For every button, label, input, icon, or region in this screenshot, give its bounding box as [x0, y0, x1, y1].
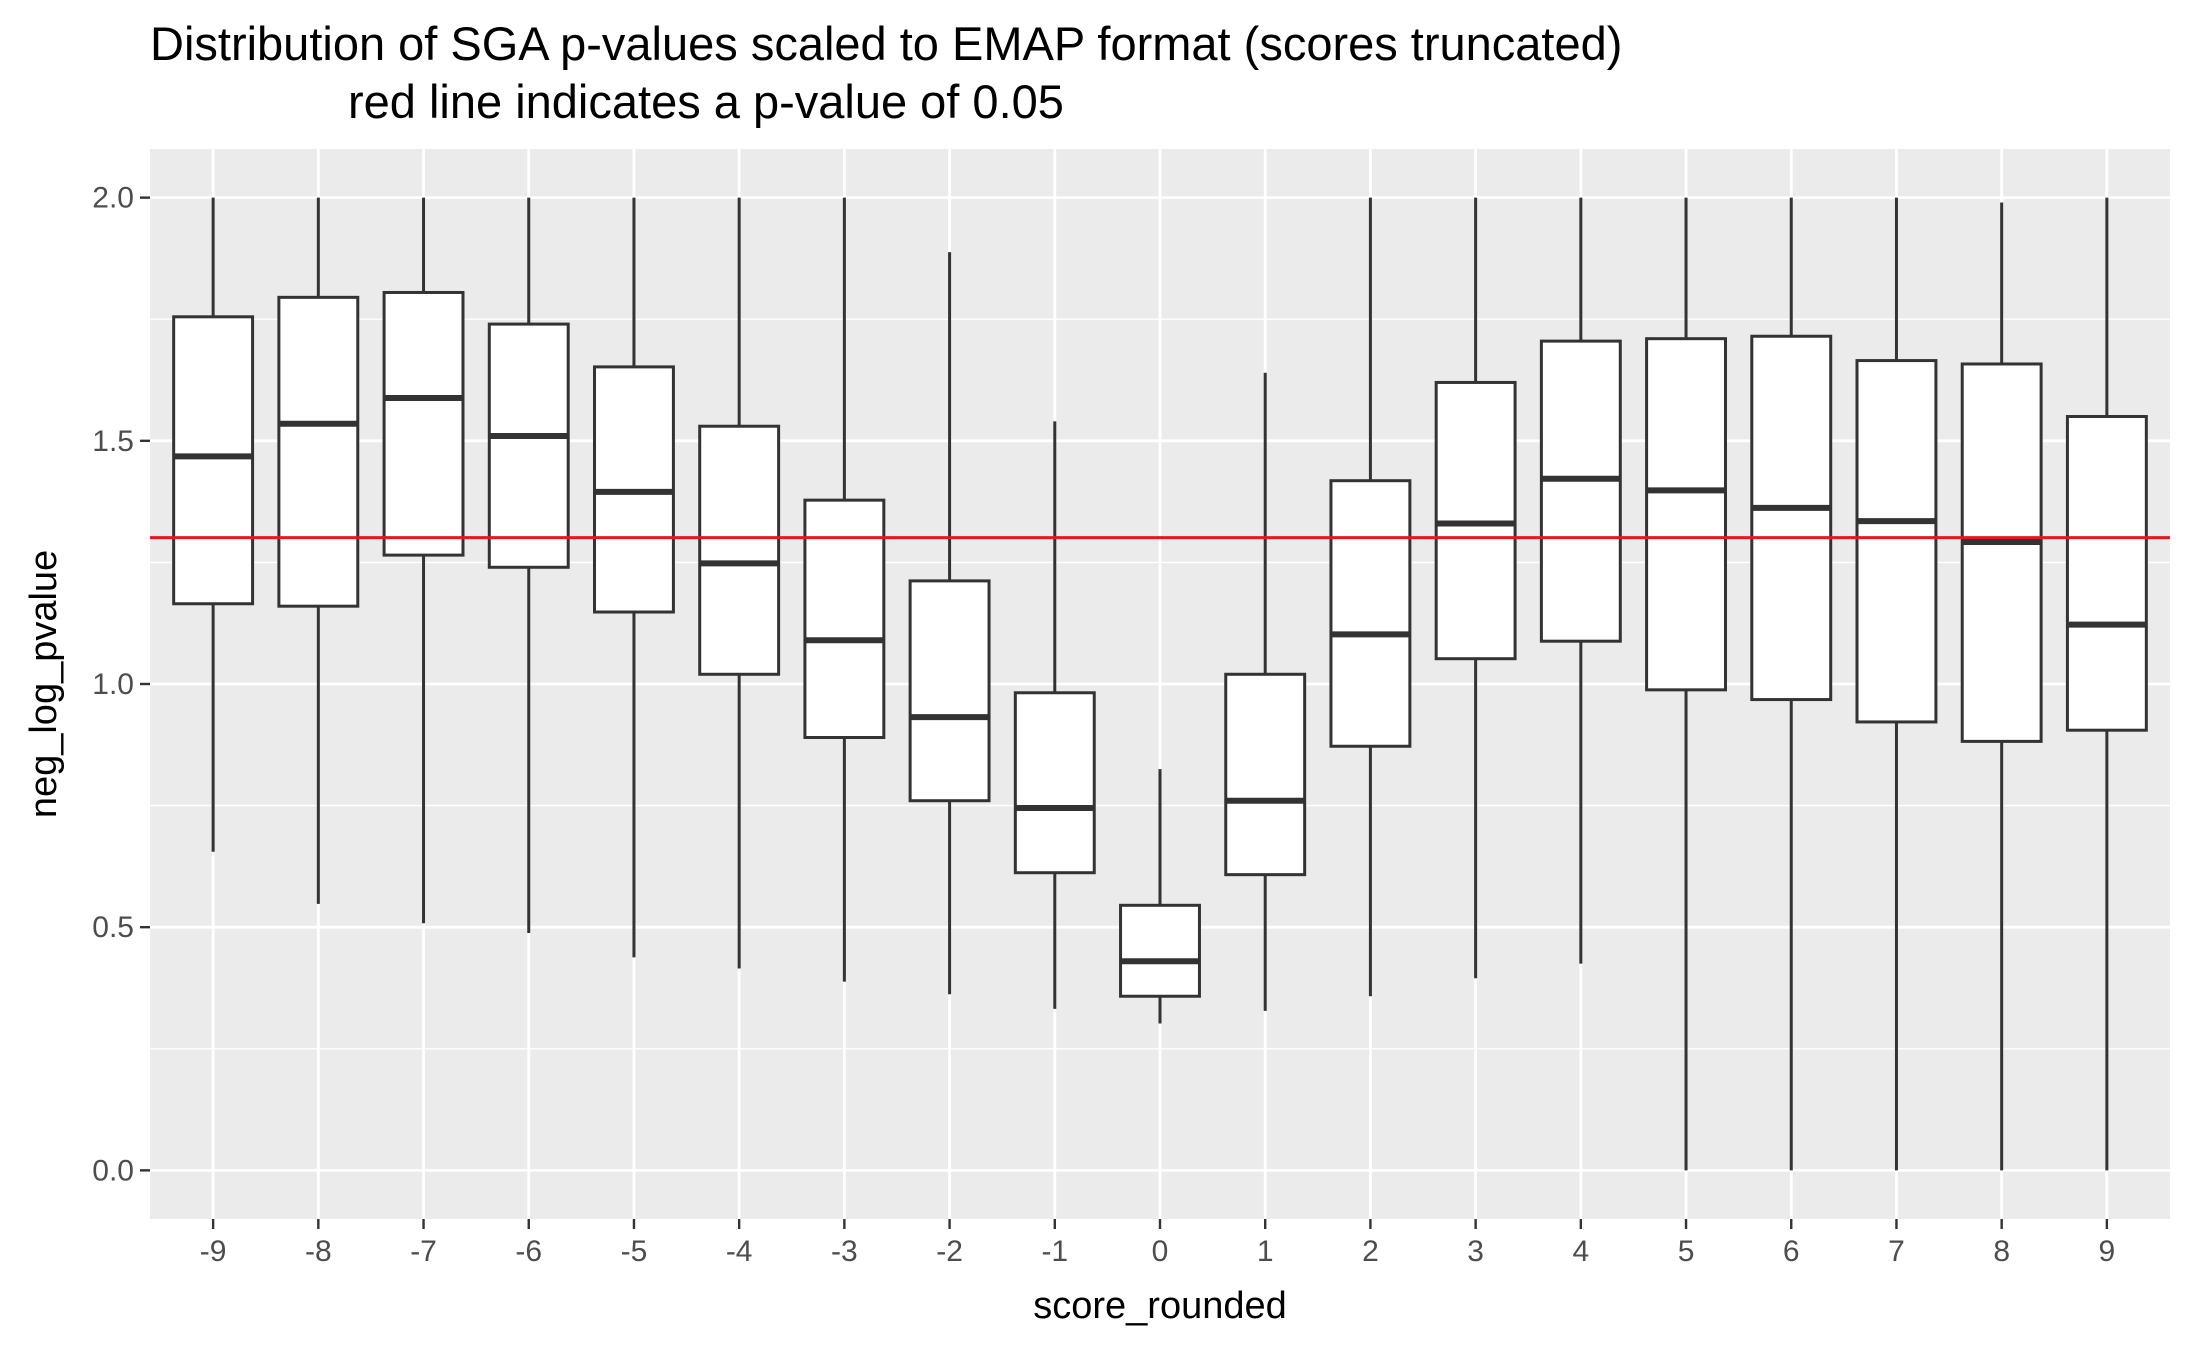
box-8 — [1960, 202, 2043, 1171]
box-0 — [1119, 769, 1201, 1024]
x-axis-title: score_rounded — [1033, 1285, 1287, 1327]
box-3 — [1434, 197, 1517, 979]
box-iqr — [698, 424, 781, 676]
box-iqr — [1224, 672, 1307, 877]
y-tick-label: 1.0 — [92, 668, 134, 701]
box--6 — [487, 197, 570, 934]
x-tick-label: -7 — [410, 1235, 437, 1268]
box--5 — [593, 197, 675, 958]
x-tick-label: 8 — [1993, 1235, 2010, 1268]
x-tick-label: -3 — [831, 1235, 858, 1268]
x-tick-label: 4 — [1572, 1235, 1589, 1268]
x-tick-label: 3 — [1467, 1235, 1484, 1268]
box-9 — [2065, 197, 2148, 1171]
x-tick-label: 9 — [2099, 1235, 2116, 1268]
box--2 — [908, 252, 991, 995]
x-tick-label: -6 — [515, 1235, 542, 1268]
box-iqr — [382, 290, 465, 557]
box-iqr — [2065, 415, 2148, 732]
box-iqr — [487, 322, 570, 569]
chart-title-line-2: red line indicates a p-value of 0.05 — [348, 75, 1064, 128]
box-iqr — [1119, 903, 1201, 998]
box--7 — [382, 197, 465, 924]
box--3 — [803, 197, 886, 982]
box-iqr — [1539, 339, 1622, 643]
box-iqr — [1329, 479, 1412, 748]
box-2 — [1329, 197, 1412, 997]
box-series — [172, 197, 2148, 1171]
y-tick-label: 0.0 — [92, 1154, 134, 1187]
box-iqr — [803, 498, 886, 739]
box--1 — [1013, 421, 1096, 1009]
chart-title-line-1: Distribution of SGA p-values scaled to E… — [150, 17, 1622, 70]
box--8 — [277, 197, 360, 904]
x-tick-label: 6 — [1783, 1235, 1800, 1268]
box-6 — [1750, 197, 1833, 1171]
x-tick-label: 7 — [1888, 1235, 1905, 1268]
x-tick-label: 0 — [1152, 1235, 1169, 1268]
box-iqr — [1750, 334, 1833, 702]
x-tick-label: -5 — [621, 1235, 648, 1268]
x-tick-label: 5 — [1678, 1235, 1695, 1268]
box-iqr — [1013, 691, 1096, 875]
x-tick-label: -9 — [200, 1235, 227, 1268]
box-1 — [1224, 372, 1307, 1011]
box-iqr — [1960, 362, 2043, 743]
box--4 — [698, 197, 781, 969]
x-tick-label: -8 — [305, 1235, 332, 1268]
box--9 — [172, 197, 255, 852]
x-tick-label: -1 — [1041, 1235, 1068, 1268]
box-iqr — [277, 295, 360, 608]
box-7 — [1855, 197, 1938, 1171]
y-tick-label: 0.5 — [92, 911, 134, 944]
box-iqr — [908, 579, 991, 803]
box-iqr — [172, 315, 255, 606]
box-iqr — [1645, 337, 1727, 692]
y-tick-label: 2.0 — [92, 182, 134, 215]
x-axis: -9 -8 -7 -6 -5 -4 -3 -2 -1 0 1 2 3 4 5 6 7 8 9 — [200, 1219, 2115, 1268]
x-tick-label: 1 — [1257, 1235, 1274, 1268]
x-tick-label: -4 — [726, 1235, 753, 1268]
y-axis-title: neg_log_pvalue — [23, 550, 65, 818]
box-iqr — [1855, 359, 1938, 724]
box-5 — [1645, 197, 1727, 1171]
x-tick-label: -2 — [936, 1235, 963, 1268]
y-tick-label: 1.5 — [92, 425, 134, 458]
x-tick-label: 2 — [1362, 1235, 1379, 1268]
y-axis: 0.0 0.5 1.0 1.5 2.0 — [92, 182, 150, 1187]
box-4 — [1539, 197, 1622, 964]
